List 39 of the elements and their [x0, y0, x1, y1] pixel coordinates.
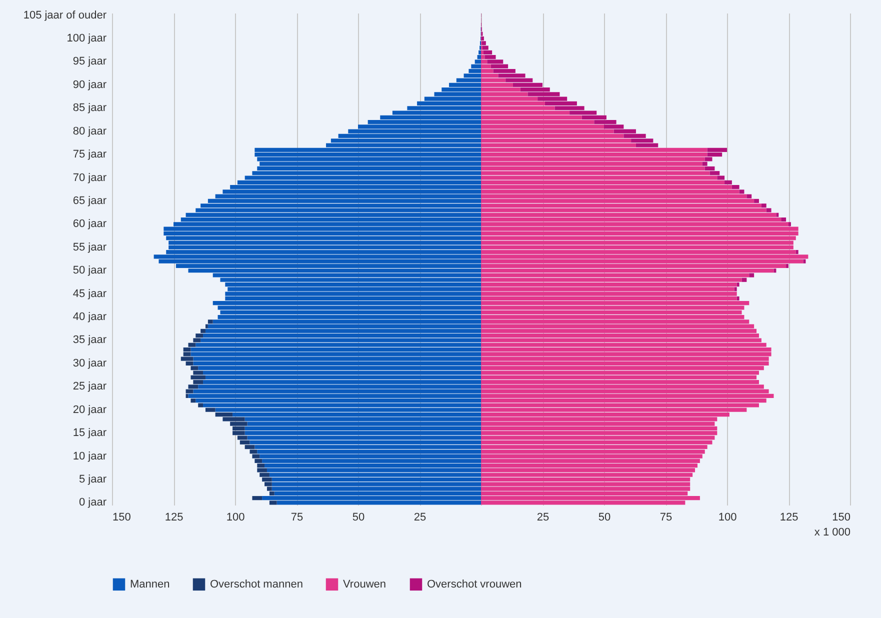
x-tick-label: 100: [226, 512, 245, 524]
x-axis-title: x 1 000: [814, 526, 850, 538]
y-tick-label: 40 jaar: [72, 311, 107, 324]
x-tick-label: 125: [780, 512, 798, 524]
y-tick-label: 85 jaar: [72, 102, 107, 114]
y-tick-label: 90 jaar: [72, 78, 107, 91]
legend-label: Overschot vrouwen: [427, 578, 522, 590]
y-tick-label: 55 jaar: [72, 241, 107, 254]
y-tick-label: 5 jaar: [78, 474, 107, 486]
y-tick-label: 100 jaar: [66, 32, 107, 44]
y-tick-label: 60 jaar: [72, 218, 107, 230]
y-tick-label: 80 jaar: [72, 125, 107, 138]
x-tick-label: 150: [832, 512, 850, 524]
y-tick-label: 45 jaar: [72, 288, 107, 300]
y-tick-label: 70 jaar: [72, 172, 107, 184]
legend-label: Mannen: [130, 578, 170, 590]
y-tick-label: 75 jaar: [72, 148, 107, 161]
y-tick-label: 20 jaar: [72, 404, 107, 416]
y-tick-label: 15 jaar: [72, 427, 107, 440]
x-tick-label: 100: [718, 512, 737, 524]
y-tick-label: 25 jaar: [72, 380, 107, 393]
y-tick-label: 105 jaar of ouder: [23, 9, 107, 22]
x-tick-label: 125: [164, 512, 184, 524]
y-tick-label: 95 jaar: [72, 56, 107, 68]
x-tick-label: 50: [598, 512, 611, 524]
x-tick-label: 50: [352, 512, 365, 524]
y-tick-label: 35 jaar: [72, 334, 107, 346]
x-tick-label: 150: [112, 512, 131, 524]
legend-label: Overschot mannen: [210, 578, 303, 590]
x-tick-label: 75: [660, 512, 672, 524]
x-tick-label: 75: [290, 512, 304, 524]
y-tick-label: 65 jaar: [72, 194, 107, 207]
legend-label: Vrouwen: [343, 578, 386, 590]
x-tick-label: 25: [414, 512, 426, 524]
y-tick-label: 50 jaar: [72, 264, 107, 277]
y-tick-label: 30 jaar: [72, 357, 107, 370]
y-tick-label: 10 jaar: [72, 450, 107, 462]
y-tick-label: 0 jaar: [78, 496, 107, 509]
x-tick-label: 25: [536, 512, 550, 524]
